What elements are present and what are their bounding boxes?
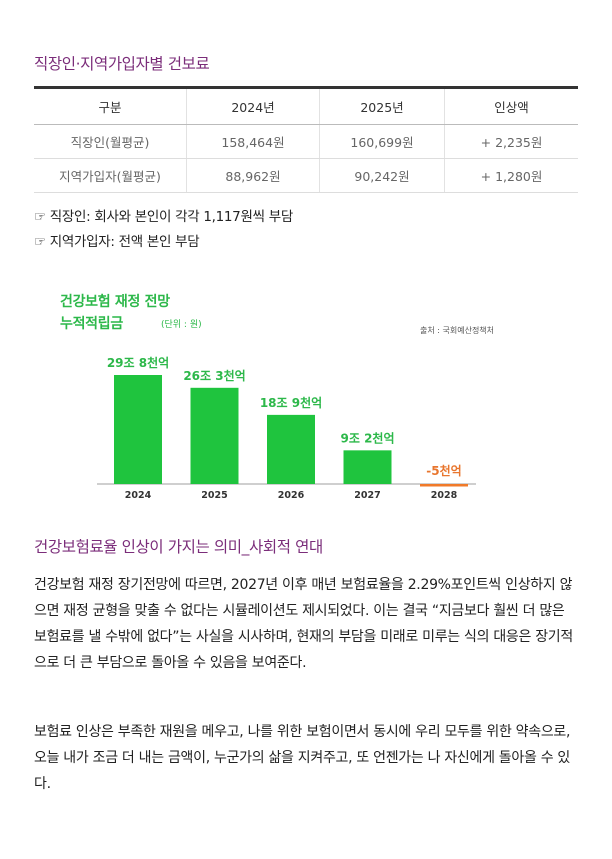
chart-bar [267, 414, 315, 484]
chart-bar [114, 375, 162, 484]
x-tick-label: 2024 [125, 490, 152, 501]
section-title-premiums: 직장인·지역가입자별 건보료 [34, 55, 210, 73]
chart-unit: (단위 : 원) [161, 320, 202, 330]
header-cell: 2025년 [319, 86, 445, 125]
header-cell: 구분 [34, 86, 187, 125]
chart-bar [190, 387, 239, 484]
table-cell: 90,242원 [319, 158, 445, 193]
chart-bar [343, 450, 392, 484]
table-cell: 직장인(월평균) [34, 124, 187, 159]
table-cell: 88,962원 [186, 158, 320, 193]
bar-value-label: -5천억 [426, 463, 461, 478]
table-row: 직장인(월평균) 158,464원 160,699원 + 2,235원 [34, 124, 578, 159]
header-cell: 인상액 [444, 86, 578, 125]
note-employee: ☞ 직장인: 회사와 본인이 각각 1,117원씩 부담 [34, 209, 293, 225]
bar-value-label: 9조 2천억 [341, 430, 395, 445]
header-cell: 2024년 [186, 86, 320, 125]
x-tick-label: 2028 [431, 490, 458, 501]
chart-source: 출처 : 국회예산정책처 [420, 326, 495, 335]
chart-title: 건강보험 재정 전망 [60, 294, 170, 310]
table-cell: 160,699원 [319, 124, 445, 159]
table-row: 지역가입자(월평균) 88,962원 90,242원 + 1,280원 [34, 158, 578, 193]
table-header-row: 구분 2024년 2025년 인상액 [34, 86, 578, 125]
bar-value-label: 18조 9천억 [260, 395, 322, 410]
table-cell: 지역가입자(월평균) [34, 158, 187, 193]
bar-value-label: 29조 8천억 [107, 355, 169, 370]
bar-value-label: 26조 3천억 [183, 368, 245, 383]
x-tick-label: 2026 [278, 490, 305, 501]
paragraph: 보험료 인상은 부족한 재원을 메우고, 나를 위한 보험이면서 동시에 우리 … [34, 724, 571, 792]
table-cell: 158,464원 [186, 124, 320, 159]
x-tick-label: 2027 [354, 490, 380, 501]
x-tick-label: 2025 [201, 490, 227, 501]
section-title-meaning: 건강보험료율 인상이 가지는 의미_사회적 연대 [34, 538, 323, 556]
chart-bar [420, 484, 468, 487]
chart-subtitle: 누적적립금 [60, 316, 123, 332]
bar-chart: 29조 8천억 2024 26조 3천억 2025 18조 9천억 2026 9조 2천억 2… [97, 355, 476, 501]
paragraph: 건강보험 재정 장기전망에 따르면, 2027년 이후 매년 보험료율을 2.2… [34, 577, 573, 671]
note-regional: ☞ 지역가입자: 전액 본인 부담 [34, 234, 200, 250]
premium-table: 구분 2024년 2025년 인상액 직장인(월평균) 158,464원 160… [34, 86, 578, 193]
table-cell: + 1,280원 [444, 158, 578, 193]
table-cell: + 2,235원 [444, 124, 578, 159]
